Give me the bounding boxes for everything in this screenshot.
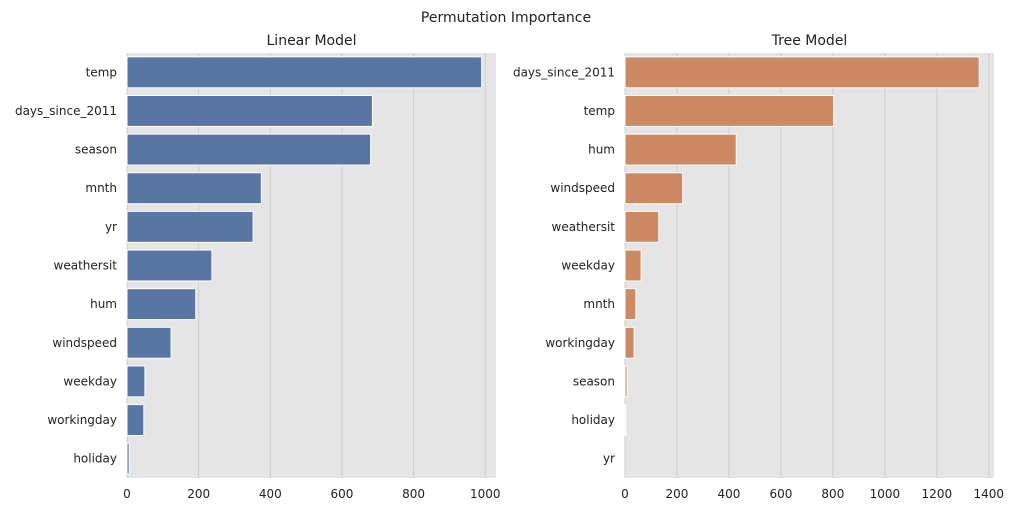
linear-model-title: Linear Model: [267, 33, 357, 49]
tree-model-bar-weekday: [624, 249, 642, 282]
tree-model-category-label-weathersit: weathersit: [552, 220, 616, 234]
tree-model-bar-workingday: [624, 326, 635, 359]
tree-model-category-label-workingday: workingday: [545, 336, 615, 350]
tree-model-category-label-days-since-2011: days_since_2011: [513, 65, 615, 79]
linear-model-category-label-windspeed: windspeed: [52, 336, 117, 350]
linear-model-category-label-mnth: mnth: [85, 181, 117, 195]
linear-model-category-label-workingday: workingday: [47, 413, 117, 427]
tree-model-bar-windspeed: [624, 172, 684, 205]
linear-model-bar-season: [126, 133, 372, 166]
linear-model-bar-windspeed: [126, 326, 172, 359]
linear-model-category-label-yr: yr: [105, 220, 117, 234]
linear-model-bar-mnth: [126, 172, 262, 205]
tree-model-category-label-holiday: holiday: [571, 413, 615, 427]
tree-model-x-tick-label: 1200: [922, 487, 953, 501]
linear-model-category-label-hum: hum: [90, 297, 117, 311]
linear-model-x-tick-label: 0: [123, 487, 131, 501]
tree-model-bar-hum: [624, 133, 737, 166]
tree-model-x-tick-label: 1400: [974, 487, 1005, 501]
tree-model-x-tick-label: 800: [821, 487, 844, 501]
linear-model-category-label-temp: temp: [86, 65, 117, 79]
tree-model-bar-mnth: [624, 288, 637, 321]
tree-model-category-label-temp: temp: [584, 104, 615, 118]
linear-model-category-label-days-since-2011: days_since_2011: [15, 104, 117, 118]
tree-model-category-label-mnth: mnth: [583, 297, 615, 311]
linear-model-bar-holiday: [126, 442, 130, 475]
linear-model-x-tick-label: 800: [402, 487, 425, 501]
tree-model-category-label-yr: yr: [603, 452, 615, 466]
tree-model-category-label-weekday: weekday: [561, 259, 615, 273]
linear-model-x-tick-label: 1000: [470, 487, 501, 501]
linear-model-x-tick-label: 200: [187, 487, 210, 501]
tree-model-title: Tree Model: [771, 33, 848, 49]
tree-model-bar-days-since-2011: [624, 56, 980, 89]
tree-model-category-label-hum: hum: [588, 143, 615, 157]
figure-title: Permutation Importance: [421, 10, 591, 26]
tree-model-category-label-windspeed: windspeed: [550, 181, 615, 195]
tree-model-x-tick-label: 1000: [870, 487, 901, 501]
linear-model-bar-workingday: [126, 404, 145, 437]
linear-model-x-tick-label: 600: [330, 487, 353, 501]
linear-model-category-label-season: season: [75, 143, 117, 157]
linear-model-category-label-weekday: weekday: [63, 374, 117, 388]
linear-model-bar-yr: [126, 210, 254, 243]
linear-model-category-label-holiday: holiday: [73, 452, 117, 466]
tree-model-bar-holiday: [624, 404, 627, 437]
tree-model-x-tick-label: 400: [717, 487, 740, 501]
linear-model-x-tick-label: 400: [259, 487, 282, 501]
tree-model-bar-season: [624, 365, 628, 398]
tree-model-x-tick-label: 0: [621, 487, 629, 501]
tree-model-x-tick-label: 200: [666, 487, 689, 501]
tree-model-category-label-season: season: [573, 374, 615, 388]
tree-model-x-tick-label: 600: [769, 487, 792, 501]
tree-model-bar-temp: [624, 95, 835, 127]
tree-model-bar-weathersit: [624, 210, 660, 243]
linear-model-bar-weekday: [126, 365, 146, 398]
linear-model-category-label-weathersit: weathersit: [54, 259, 118, 273]
linear-model-bar-days-since-2011: [126, 95, 373, 127]
linear-model-bar-hum: [126, 288, 197, 321]
linear-model-bar-weathersit: [126, 249, 213, 282]
linear-model-bar-temp: [126, 56, 483, 89]
